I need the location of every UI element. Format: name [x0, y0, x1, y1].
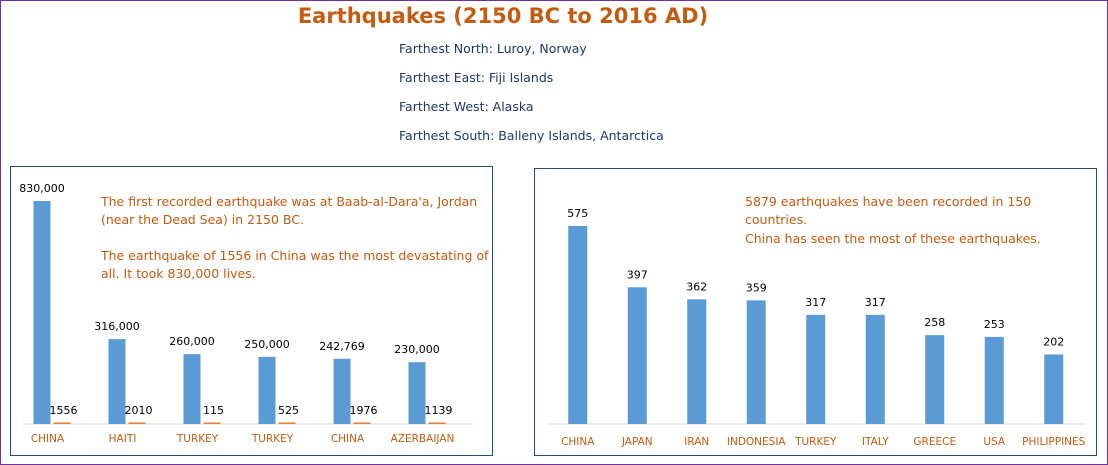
data-label-count: 397: [627, 268, 648, 281]
category-label: GREECE: [913, 436, 956, 448]
data-label-count: 317: [805, 296, 826, 309]
deaths-bar-chart: 830,000 1556 CHINA 316,000 2010 HAITI 260,000 1…: [19, 182, 473, 445]
data-label-year: 1139: [425, 404, 453, 417]
category-label: CHINA: [331, 433, 365, 445]
data-label-year: 1556: [50, 404, 78, 417]
data-label-deaths: 830,000: [19, 182, 65, 195]
category-label: IRAN: [684, 436, 709, 448]
category-label: PHILIPPINES: [1022, 436, 1086, 448]
bar-deaths: [183, 354, 201, 424]
bar-count: [984, 336, 1004, 424]
bar-count: [1044, 354, 1064, 424]
right-chart-panel: 575 CHINA 397 JAPAN 362 IRAN 359 INDONESIA 317 TU…: [534, 168, 1097, 456]
page-title: Earthquakes (2150 BC to 2016 AD): [297, 4, 709, 28]
data-label-count: 202: [1043, 335, 1064, 348]
data-label-count: 253: [984, 318, 1005, 331]
category-label: USA: [983, 436, 1006, 448]
left-note-1: The first recorded earthquake was at Baa…: [101, 194, 478, 209]
data-label-year: 2010: [125, 404, 153, 417]
category-label: JAPAN: [621, 436, 653, 448]
data-label-deaths: 316,000: [94, 320, 140, 333]
data-label-count: 258: [924, 316, 945, 329]
data-label-deaths: 250,000: [244, 338, 290, 351]
bar-deaths: [258, 356, 276, 424]
bar-year: [53, 422, 71, 424]
bar-count: [746, 300, 766, 424]
category-label: CHINA: [31, 433, 65, 445]
data-label-deaths: 242,769: [319, 340, 365, 353]
category-label: HAITI: [109, 433, 137, 445]
bar-year: [428, 422, 446, 424]
bar-count: [687, 299, 707, 424]
bar-deaths: [33, 201, 51, 424]
data-label-count: 362: [686, 280, 707, 293]
category-label: ITALY: [862, 436, 889, 448]
bar-count: [568, 226, 588, 424]
left-note-3: The earthquake of 1556 in China was the …: [101, 248, 489, 263]
data-label-count: 575: [567, 207, 588, 220]
data-label-count: 317: [865, 296, 886, 309]
bar-deaths: [333, 358, 351, 424]
fact-east: Farthest East: Fiji Islands: [399, 70, 554, 85]
bar-deaths: [108, 339, 126, 424]
category-label: TURKEY: [794, 436, 837, 448]
data-label-deaths: 260,000: [169, 335, 215, 348]
left-note-2: (near the Dead Sea) in 2150 BC.: [101, 212, 304, 227]
category-label: TURKEY: [176, 433, 219, 445]
data-label-count: 359: [746, 281, 767, 294]
left-note-4: all. It took 830,000 lives.: [101, 266, 256, 281]
bar-year: [203, 422, 221, 424]
category-label: AZERBAIJAN: [391, 433, 455, 445]
data-label-year: 115: [203, 404, 224, 417]
bar-count: [925, 335, 945, 424]
left-chart-panel: 830,000 1556 CHINA 316,000 2010 HAITI 260,000 1…: [10, 166, 493, 456]
fact-north: Farthest North: Luroy, Norway: [399, 41, 587, 56]
right-note-2: China has seen the most of these earthqu…: [745, 231, 1041, 246]
category-label: TURKEY: [251, 433, 294, 445]
bar-year: [128, 422, 146, 424]
count-bar-chart: 575 CHINA 397 JAPAN 362 IRAN 359 INDONESIA 317 TU…: [548, 207, 1086, 448]
category-label: INDONESIA: [727, 436, 787, 448]
data-label-year: 1976: [350, 404, 378, 417]
fact-west: Farthest West: Alaska: [399, 99, 534, 114]
bar-year: [353, 422, 371, 424]
bar-count: [806, 314, 826, 424]
data-label-year: 525: [278, 404, 299, 417]
category-label: CHINA: [561, 436, 595, 448]
bar-year: [278, 422, 296, 424]
data-label-deaths: 230,000: [394, 343, 440, 356]
fact-south: Farthest South: Balleny Islands, Antarct…: [399, 128, 664, 143]
bar-count: [865, 314, 885, 424]
bar-deaths: [408, 362, 426, 424]
bar-count: [627, 287, 647, 424]
right-note-1: 5879 earthquakes have been recorded in 1…: [745, 194, 1032, 227]
